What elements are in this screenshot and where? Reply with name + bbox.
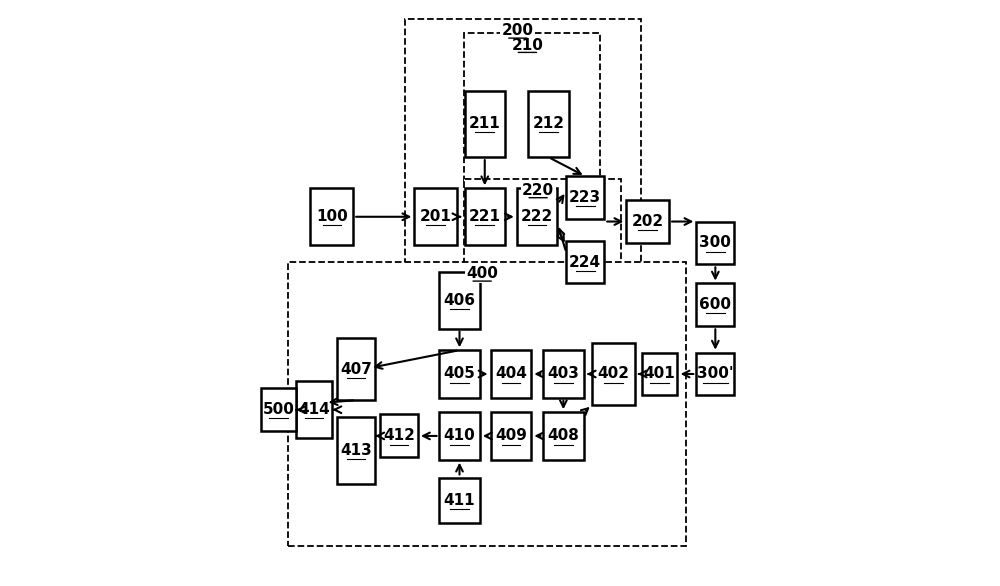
Bar: [642, 353, 677, 396]
Text: 210: 210: [511, 38, 543, 53]
Bar: [543, 350, 584, 398]
Bar: [528, 90, 569, 157]
Bar: [491, 412, 531, 460]
Text: 409: 409: [495, 428, 527, 444]
Text: 401: 401: [644, 366, 675, 381]
Bar: [626, 200, 669, 243]
Bar: [405, 19, 641, 302]
Text: 406: 406: [444, 292, 476, 308]
Text: 403: 403: [547, 366, 579, 381]
Bar: [296, 381, 332, 438]
Bar: [696, 222, 734, 264]
Text: 212: 212: [533, 117, 565, 131]
Bar: [517, 188, 557, 246]
Text: 600: 600: [699, 298, 731, 312]
Bar: [439, 478, 480, 523]
Bar: [439, 350, 480, 398]
Text: 411: 411: [444, 493, 475, 507]
Bar: [696, 284, 734, 326]
Bar: [380, 414, 418, 457]
Bar: [414, 188, 457, 246]
Text: 407: 407: [340, 362, 372, 377]
Text: 300': 300': [697, 366, 734, 381]
Bar: [566, 176, 604, 219]
Bar: [543, 412, 584, 460]
Bar: [464, 179, 621, 302]
Text: 400: 400: [466, 267, 498, 281]
Text: 100: 100: [316, 209, 348, 224]
Bar: [337, 338, 375, 400]
Bar: [566, 241, 604, 284]
Text: 211: 211: [469, 117, 501, 131]
Bar: [337, 417, 375, 483]
Bar: [439, 271, 480, 329]
Text: 412: 412: [383, 428, 415, 444]
Text: 410: 410: [444, 428, 475, 444]
Bar: [261, 389, 296, 431]
Text: 222: 222: [521, 209, 553, 224]
Text: 224: 224: [569, 254, 601, 270]
Text: 500: 500: [263, 402, 294, 417]
Bar: [310, 188, 353, 246]
Text: 202: 202: [632, 214, 664, 229]
Bar: [288, 262, 686, 546]
Bar: [491, 350, 531, 398]
Text: 405: 405: [444, 366, 475, 381]
Text: 201: 201: [420, 209, 452, 224]
Text: 413: 413: [340, 442, 372, 458]
Text: 220: 220: [522, 183, 554, 198]
Bar: [465, 188, 505, 246]
Bar: [465, 90, 505, 157]
Bar: [592, 343, 635, 405]
Text: 300: 300: [699, 236, 731, 250]
Text: 200: 200: [502, 23, 534, 39]
Bar: [696, 353, 734, 396]
Text: 408: 408: [547, 428, 579, 444]
Bar: [439, 412, 480, 460]
Text: 402: 402: [597, 366, 629, 381]
Bar: [464, 33, 600, 183]
Text: 221: 221: [469, 209, 501, 224]
Text: 404: 404: [495, 366, 527, 381]
Text: 414: 414: [298, 402, 330, 417]
Text: 223: 223: [569, 190, 601, 205]
